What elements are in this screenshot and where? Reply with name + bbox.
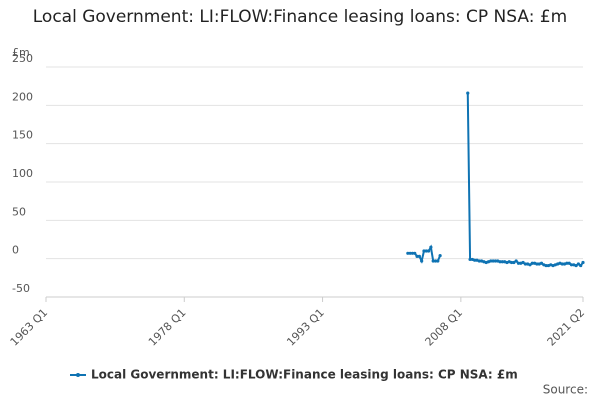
- point: [569, 263, 574, 267]
- point: [509, 260, 514, 265]
- point: [535, 262, 539, 266]
- point: [413, 251, 417, 255]
- point: [579, 263, 583, 268]
- y-tick-label: 250: [12, 52, 33, 65]
- point: [567, 261, 571, 265]
- point: [426, 249, 431, 253]
- point: [530, 261, 534, 265]
- point: [576, 262, 580, 266]
- point: [431, 259, 435, 263]
- point: [473, 258, 477, 262]
- point: [424, 249, 428, 253]
- point: [521, 260, 525, 265]
- point: [565, 261, 569, 265]
- y-unit: £m: [12, 46, 30, 59]
- point: [433, 259, 438, 263]
- point: [477, 259, 481, 263]
- legend-label: Local Government: LI:FLOW:Finance leasin…: [91, 368, 518, 382]
- point: [528, 263, 532, 267]
- point: [491, 259, 495, 263]
- point: [468, 257, 472, 262]
- x-tick-label: 1978 Q1: [146, 306, 189, 349]
- point: [417, 254, 421, 258]
- point: [408, 251, 412, 255]
- y-tick-label: 50: [12, 205, 26, 218]
- chart-title: Local Government: LI:FLOW:Finance leasin…: [32, 7, 568, 27]
- x-tick-label: 2021 Q2: [545, 306, 588, 349]
- point: [523, 262, 527, 266]
- point: [498, 260, 502, 264]
- x-tick-label: 2008 Q1: [423, 306, 466, 349]
- point: [406, 251, 410, 255]
- source: Source:: [543, 383, 588, 397]
- point: [489, 259, 493, 263]
- y-tick-label: 200: [12, 90, 33, 103]
- point: [581, 260, 585, 265]
- y-tick-label: 150: [12, 129, 33, 142]
- point: [544, 263, 548, 268]
- y-tick-label: 100: [12, 167, 33, 180]
- point: [512, 260, 516, 265]
- point: [429, 245, 433, 249]
- point: [420, 259, 424, 263]
- legend-marker: [76, 373, 80, 377]
- point: [436, 259, 440, 263]
- x-tick-label: 1963 Q1: [8, 306, 51, 349]
- series-line: [407, 93, 584, 267]
- point: [438, 254, 442, 258]
- y-tick-label: 0: [12, 244, 19, 257]
- point: [539, 261, 544, 265]
- point: [410, 251, 415, 255]
- y-tick-label: -50: [12, 282, 30, 295]
- point: [516, 261, 521, 265]
- point: [560, 262, 564, 266]
- point: [415, 254, 419, 258]
- point: [514, 259, 518, 263]
- point: [422, 249, 426, 253]
- point: [493, 259, 498, 263]
- x-tick-label: 1993 Q1: [284, 306, 327, 349]
- point: [500, 260, 504, 264]
- point: [466, 91, 470, 95]
- point: [574, 263, 578, 268]
